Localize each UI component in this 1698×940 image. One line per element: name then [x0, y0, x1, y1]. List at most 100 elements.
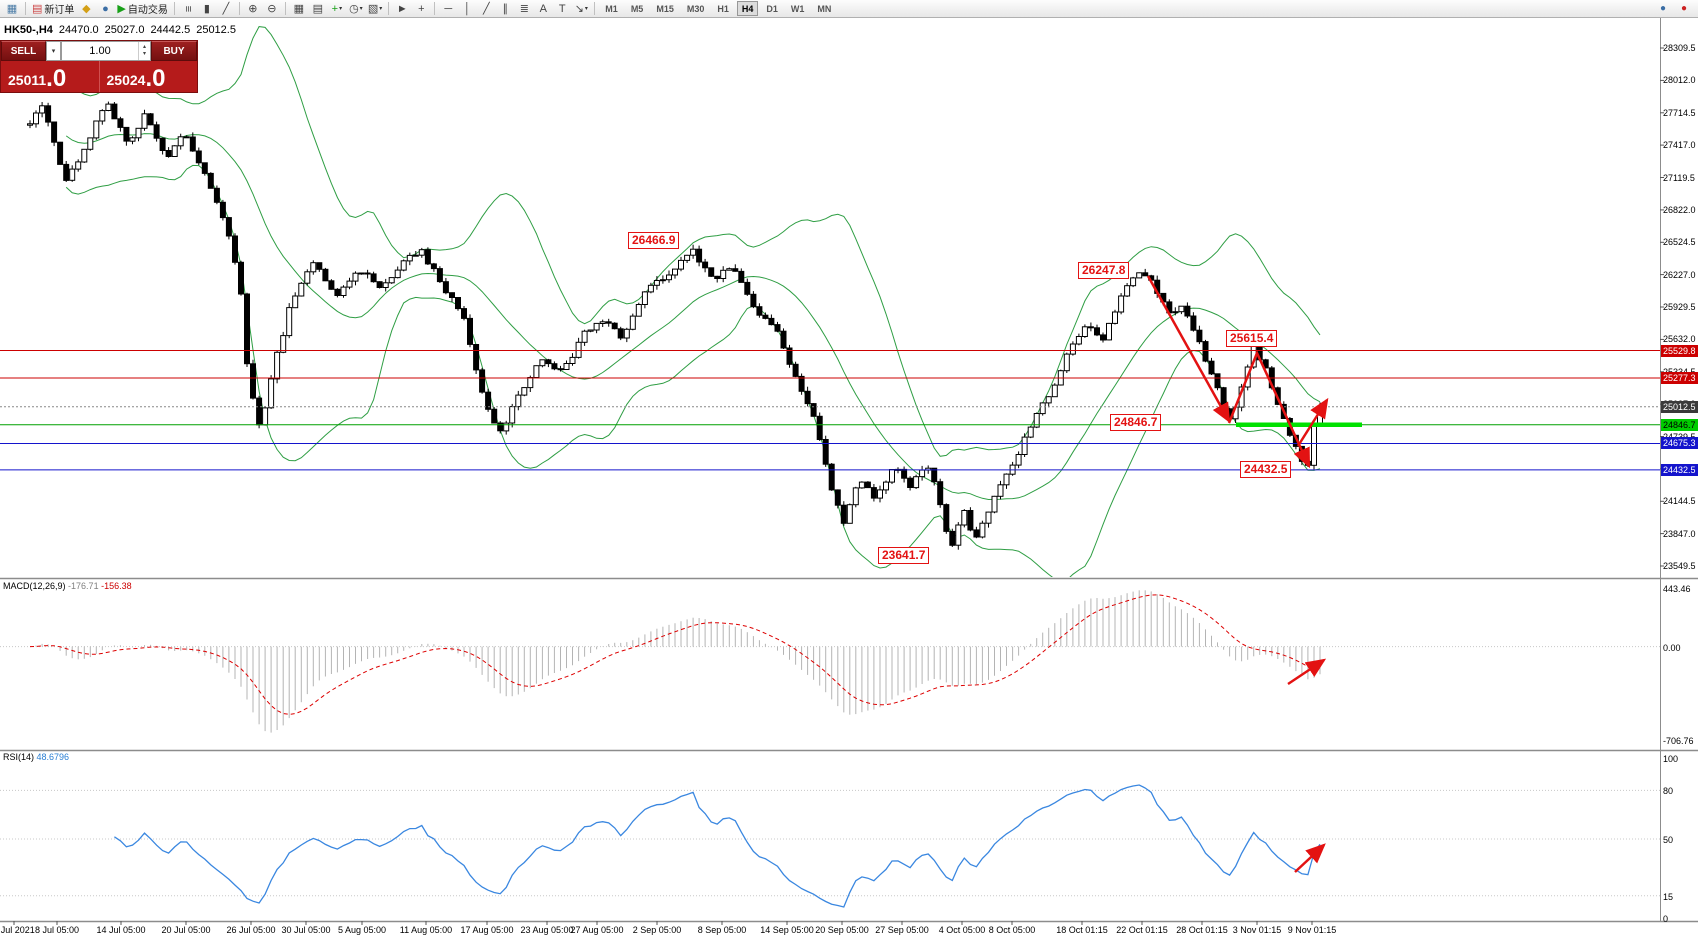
compass-icon[interactable]: ◆ [77, 1, 95, 17]
macd-scale-label: 0.00 [1663, 642, 1681, 653]
price-level-tag: 24675.3 [1661, 437, 1698, 450]
rsi-panel [0, 784, 1660, 908]
fibonacci-icon: ≣ [519, 3, 529, 15]
rsi-scale-label: 0 [1663, 914, 1669, 924]
chevron-down-icon: ▾ [379, 6, 383, 12]
timeframe-m1[interactable]: M1 [605, 3, 618, 14]
up-arrow-macd [1287, 658, 1327, 686]
new-order-button-label: 新订单 [44, 5, 75, 16]
price-axis-label: 26524.5 [1663, 237, 1696, 248]
price-level-tag: 24846.7 [1661, 418, 1698, 431]
timeframe-d1[interactable]: D1 [766, 3, 778, 14]
tile-windows-icon[interactable]: ▦ [290, 1, 308, 17]
arrange-windows-icon[interactable]: ▤ [309, 1, 327, 17]
chart-window-icon: ▦ [6, 3, 18, 15]
macd-label: MACD(12,26,9) -176.71 -156.38 [3, 581, 132, 591]
chat-icon[interactable]: ● [1659, 3, 1667, 14]
sell-button[interactable]: SELL [1, 41, 46, 61]
buy-price-frac: .0 [145, 64, 166, 92]
time-axis-label: 8 Jul 2021 [0, 925, 35, 935]
price-annotation: 23641.7 [878, 547, 930, 564]
time-axis-label: 9 Nov 01:15 [1287, 925, 1337, 935]
autotrading-button[interactable]: ▶ 自动交易 [115, 1, 169, 17]
fibonacci-icon[interactable]: ≣ [515, 1, 533, 17]
quote-open: 24470.0 [58, 24, 99, 36]
line-chart-icon: ╱ [222, 3, 230, 15]
zoom-out-icon: ⊖ [267, 3, 277, 15]
chevron-down-icon: ▾ [584, 6, 588, 12]
timeframe-m15[interactable]: M15 [656, 3, 674, 14]
toolbar-separator [284, 2, 286, 15]
zoom-in-icon[interactable]: ⊕ [244, 1, 262, 17]
community-icon: ● [102, 2, 109, 15]
timeframe-w1[interactable]: W1 [790, 3, 805, 14]
candlestick-icon[interactable]: ▮ [198, 1, 216, 17]
alert-icon[interactable]: ● [1680, 3, 1688, 14]
timeframe-m5[interactable]: M5 [630, 3, 644, 14]
cursor-icon[interactable]: ► [393, 1, 411, 17]
quote-low: 24442.5 [150, 24, 191, 36]
label-icon[interactable]: T [553, 1, 571, 17]
price-annotation: 26247.8 [1078, 262, 1130, 279]
rsi-scale-label: 80 [1663, 786, 1674, 797]
time-axis-label: 17 Aug 05:00 [460, 925, 514, 935]
new-chart-icon[interactable]: + ▾ [328, 1, 346, 17]
volume-field[interactable]: 1.00 ▴ ▾ [61, 41, 151, 61]
crosshair-icon: + [418, 2, 425, 15]
zoom-out-icon[interactable]: ⊖ [263, 1, 281, 17]
toolbar-separator [434, 2, 436, 15]
bar-chart-icon[interactable]: ≡ [179, 1, 197, 17]
trendline-icon[interactable]: ╱ [477, 1, 495, 17]
text-icon[interactable]: A [534, 1, 552, 17]
vertical-line-icon[interactable]: │ [458, 1, 476, 17]
time-axis-label: 23 Aug 05:00 [520, 925, 574, 935]
buy-button[interactable]: BUY [151, 41, 197, 61]
price-axis-label: 28012.0 [1663, 75, 1696, 86]
bollinger-bands [65, 26, 1321, 577]
timeframe-h4[interactable]: H4 [736, 1, 759, 16]
rsi-scale-label: 15 [1663, 891, 1674, 902]
community-icon[interactable]: ● [96, 1, 114, 17]
period-icon[interactable]: ◷ ▾ [347, 1, 365, 17]
rsi-label: RSI(14) 48.6796 [3, 752, 70, 762]
crosshair-icon[interactable]: + [412, 1, 430, 17]
macd-panel [0, 590, 1660, 733]
price-axis-label: 28309.5 [1663, 43, 1696, 53]
price-axis[interactable]: 28309.5 28012.0 27714.5 27417.0 27119.5 26822… [1661, 18, 1698, 924]
main-chart-panel [0, 26, 1660, 577]
time-axis-label: 26 Jul 05:00 [226, 925, 276, 935]
chart-window-icon[interactable]: ▦ [3, 1, 21, 17]
channel-icon[interactable]: ∥ [496, 1, 514, 17]
horizontal-line-icon[interactable]: ─ [439, 1, 457, 17]
price-level-tag: 25012.5 [1661, 400, 1698, 413]
arrows-icon[interactable]: ↘ ▾ [572, 1, 590, 17]
price-axis-label: 27417.0 [1663, 140, 1696, 151]
toolbar-right-icons: ● ● [1654, 1, 1695, 17]
time-axis-label: 8 Sep 05:00 [697, 925, 747, 935]
timeframe-mn[interactable]: MN [817, 3, 832, 14]
bar-chart-icon: ≡ [181, 5, 194, 12]
volume-stepper[interactable]: ▴ ▾ [138, 42, 150, 60]
price-axis-label: 23847.0 [1663, 528, 1696, 539]
price-axis-label: 25334.5 [1663, 367, 1696, 377]
time-axis-label: 14 Sep 05:00 [760, 925, 814, 935]
time-axis-label: 2 Sep 05:00 [632, 925, 682, 935]
trendline-icon: ╱ [482, 3, 490, 15]
volume-preset-dropdown[interactable]: ▾ [46, 41, 61, 61]
time-axis-label: 28 Oct 01:15 [1176, 925, 1228, 935]
up-arrow-rsi [1294, 843, 1326, 873]
template-icon[interactable]: ▧ ▾ [366, 1, 384, 17]
quote-high: 25027.0 [104, 24, 145, 36]
period-icon: ◷ [349, 3, 359, 15]
compass-icon: ◆ [82, 3, 91, 15]
sell-price[interactable]: 25011.0 [1, 61, 99, 92]
buy-price[interactable]: 25024.0 [98, 61, 198, 92]
time-axis-label: 22 Oct 01:15 [1116, 925, 1168, 935]
timeframe-h1[interactable]: H1 [717, 3, 729, 14]
new-order-button[interactable]: ▤ 新订单 [30, 1, 76, 17]
line-chart-icon[interactable]: ╱ [217, 1, 235, 17]
timeframe-m30[interactable]: M30 [686, 3, 705, 14]
